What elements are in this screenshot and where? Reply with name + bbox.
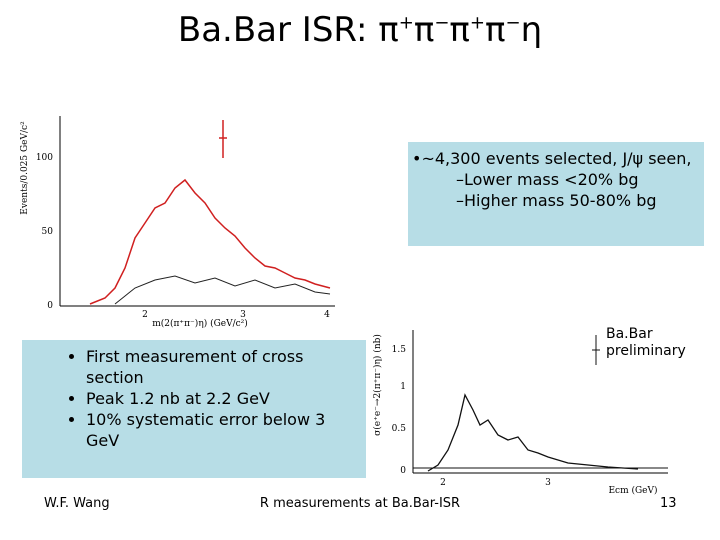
x-tick: 2 [142,310,148,320]
info-lead: •~4,300 events selected, J/ψ seen, [412,149,692,168]
plot-left: Events/0.025 GeV/c² 100 50 0 2 3 4 m(2(π… [20,116,335,328]
slide-title: Ba.Bar ISR: π+π−π+π−η [0,10,720,50]
particle: π [378,10,399,50]
y-tick: 0 [47,301,53,311]
histogram [89,178,331,305]
x-tick: 3 [545,478,551,488]
particle: η [520,10,543,50]
title-particles: π+π−π+π−η [378,10,542,50]
x-label: Ecm (GeV) [608,485,657,496]
y-tick: 1 [400,382,406,392]
y-tick: 0 [400,466,406,476]
footer-center: R measurements at Ba.Bar-ISR [259,496,461,511]
note: Ba.Bar preliminary [606,326,686,359]
y-label: σ(e⁺e⁻→2(π⁺π⁻)η) (nb) [372,334,383,436]
particle: π [449,10,470,50]
x-label: m(2(π⁺π⁻)η) (GeV/c²) [152,318,248,328]
background [114,275,331,305]
charge: − [505,12,521,34]
info-box: •~4,300 events selected, J/ψ seen, –Lowe… [408,142,704,246]
y-tick: 1.5 [392,345,407,355]
x-tick: 3 [240,310,246,320]
particle: π [484,10,506,50]
cross-section [427,393,639,472]
info-item: –Higher mass 50-80% bg [456,191,657,210]
charge: + [398,12,414,34]
plot-right: σ(e⁺e⁻→2(π⁺π⁻)η) (nb) 1.5 1 0.5 0 2 3 Ec… [372,330,668,496]
bullet-list: First measurement of cross section Peak … [28,346,360,451]
page-number: 13 [660,496,677,511]
bullet-box: First measurement of cross section Peak … [22,340,366,478]
bullet: First measurement of cross section [86,346,360,388]
y-tick: 100 [36,153,53,163]
peak [219,120,227,158]
charge: − [434,12,450,34]
y-tick: 0.5 [392,424,407,434]
info-item: –Lower mass <20% bg [456,170,639,189]
peak [592,335,600,365]
x-tick: 4 [324,310,330,320]
bullet: Peak 1.2 nb at 2.2 GeV [86,388,360,409]
footer-author: W.F. Wang [44,496,110,511]
y-tick: 50 [42,227,54,237]
title-text: Ba.Bar ISR: [177,10,379,50]
x-tick: 2 [440,478,446,488]
bullet: 10% systematic error below 3 GeV [86,409,360,451]
y-label: Events/0.025 GeV/c² [20,121,30,215]
charge: + [469,12,485,34]
particle: π [413,10,435,50]
